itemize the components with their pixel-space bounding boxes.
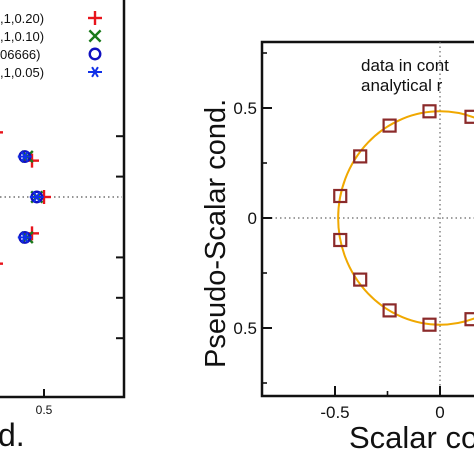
right-point-9 — [464, 312, 474, 327]
left-x-axis-label: d. — [0, 417, 25, 453]
right-point-9-box — [464, 312, 474, 327]
right-point-6 — [382, 303, 397, 318]
right-point-2-box — [353, 149, 368, 164]
left-data-points — [0, 131, 51, 265]
right-reference-lines — [262, 42, 474, 396]
right-point-5-box — [353, 272, 368, 287]
right-legend-text-1: analytical r — [361, 76, 443, 95]
left-legend-marker-2-ring — [88, 47, 102, 61]
left-ticks — [43, 135, 124, 397]
right-point-0 — [422, 104, 437, 119]
left-legend-label-0: ,1,0.20) — [0, 11, 44, 26]
right-x-tick-labels: -0.5 0 — [320, 403, 444, 422]
left-legend-marker-2 — [88, 47, 102, 61]
left-chart-panel: ,1,0.20) ,1,0.10) 06666) ,1,0.05) 0.5 d. — [0, 0, 126, 453]
left-point-s3-3-a3 — [21, 231, 29, 243]
right-ticks — [262, 52, 441, 396]
left-x-tick-label-0: 0.5 — [36, 403, 53, 417]
left-legend-marker-3 — [88, 66, 102, 78]
right-point-2 — [353, 149, 368, 164]
right-point-3-box — [333, 188, 348, 204]
right-plot-frame — [260, 40, 474, 398]
left-point-s3-1-a3 — [21, 151, 29, 163]
left-point-s3-3 — [17, 231, 32, 243]
left-x-tick-labels: 0.5 — [36, 403, 53, 417]
right-point-4-box — [333, 232, 348, 248]
left-legend: ,1,0.20) ,1,0.10) 06666) ,1,0.05) — [0, 11, 102, 80]
right-point-0-box — [422, 104, 437, 119]
left-legend-marker-0 — [88, 11, 102, 25]
left-point-s0-5 — [0, 262, 3, 265]
right-point-8-box — [464, 109, 474, 124]
right-y-tick-label-2: 0.5 — [233, 319, 257, 338]
left-legend-marker-1-d2 — [88, 29, 102, 43]
right-x-tick-label-0: -0.5 — [320, 403, 349, 422]
right-legend-text-0: data in cont — [361, 56, 449, 75]
left-legend-marker-1 — [88, 29, 102, 43]
right-point-7 — [422, 317, 437, 332]
left-legend-marker-3-a3 — [91, 66, 99, 78]
right-x-tick-label-1: 0 — [435, 403, 444, 422]
left-point-s3-2-a3 — [33, 191, 41, 203]
analytical-circle — [337, 110, 474, 326]
right-point-7-box — [422, 317, 437, 332]
right-point-3 — [333, 188, 348, 204]
right-point-1 — [382, 118, 397, 133]
left-legend-label-3: ,1,0.05) — [0, 65, 44, 80]
left-legend-label-2: 06666) — [0, 47, 40, 62]
right-y-tick-label-0: 0.5 — [233, 99, 257, 118]
right-point-6-box — [382, 303, 397, 318]
right-point-4 — [333, 232, 348, 248]
left-plot-frame — [0, 0, 126, 399]
right-y-axis-label: Pseudo-Scalar cond. — [200, 99, 232, 368]
right-x-axis-label: Scalar co — [349, 420, 474, 455]
analytical-curve — [337, 110, 474, 326]
right-y-tick-label-1: 0 — [248, 209, 257, 228]
right-point-5 — [353, 272, 368, 287]
left-legend-label-1: ,1,0.10) — [0, 29, 44, 44]
left-point-s0-1 — [0, 131, 3, 134]
left-point-s3-2 — [29, 191, 44, 203]
right-point-8 — [464, 109, 474, 124]
left-point-s3-1 — [17, 151, 32, 163]
right-point-1-box — [382, 118, 397, 133]
right-y-tick-labels: 0.5 0 0.5 — [233, 99, 257, 338]
right-data-points — [333, 104, 474, 332]
